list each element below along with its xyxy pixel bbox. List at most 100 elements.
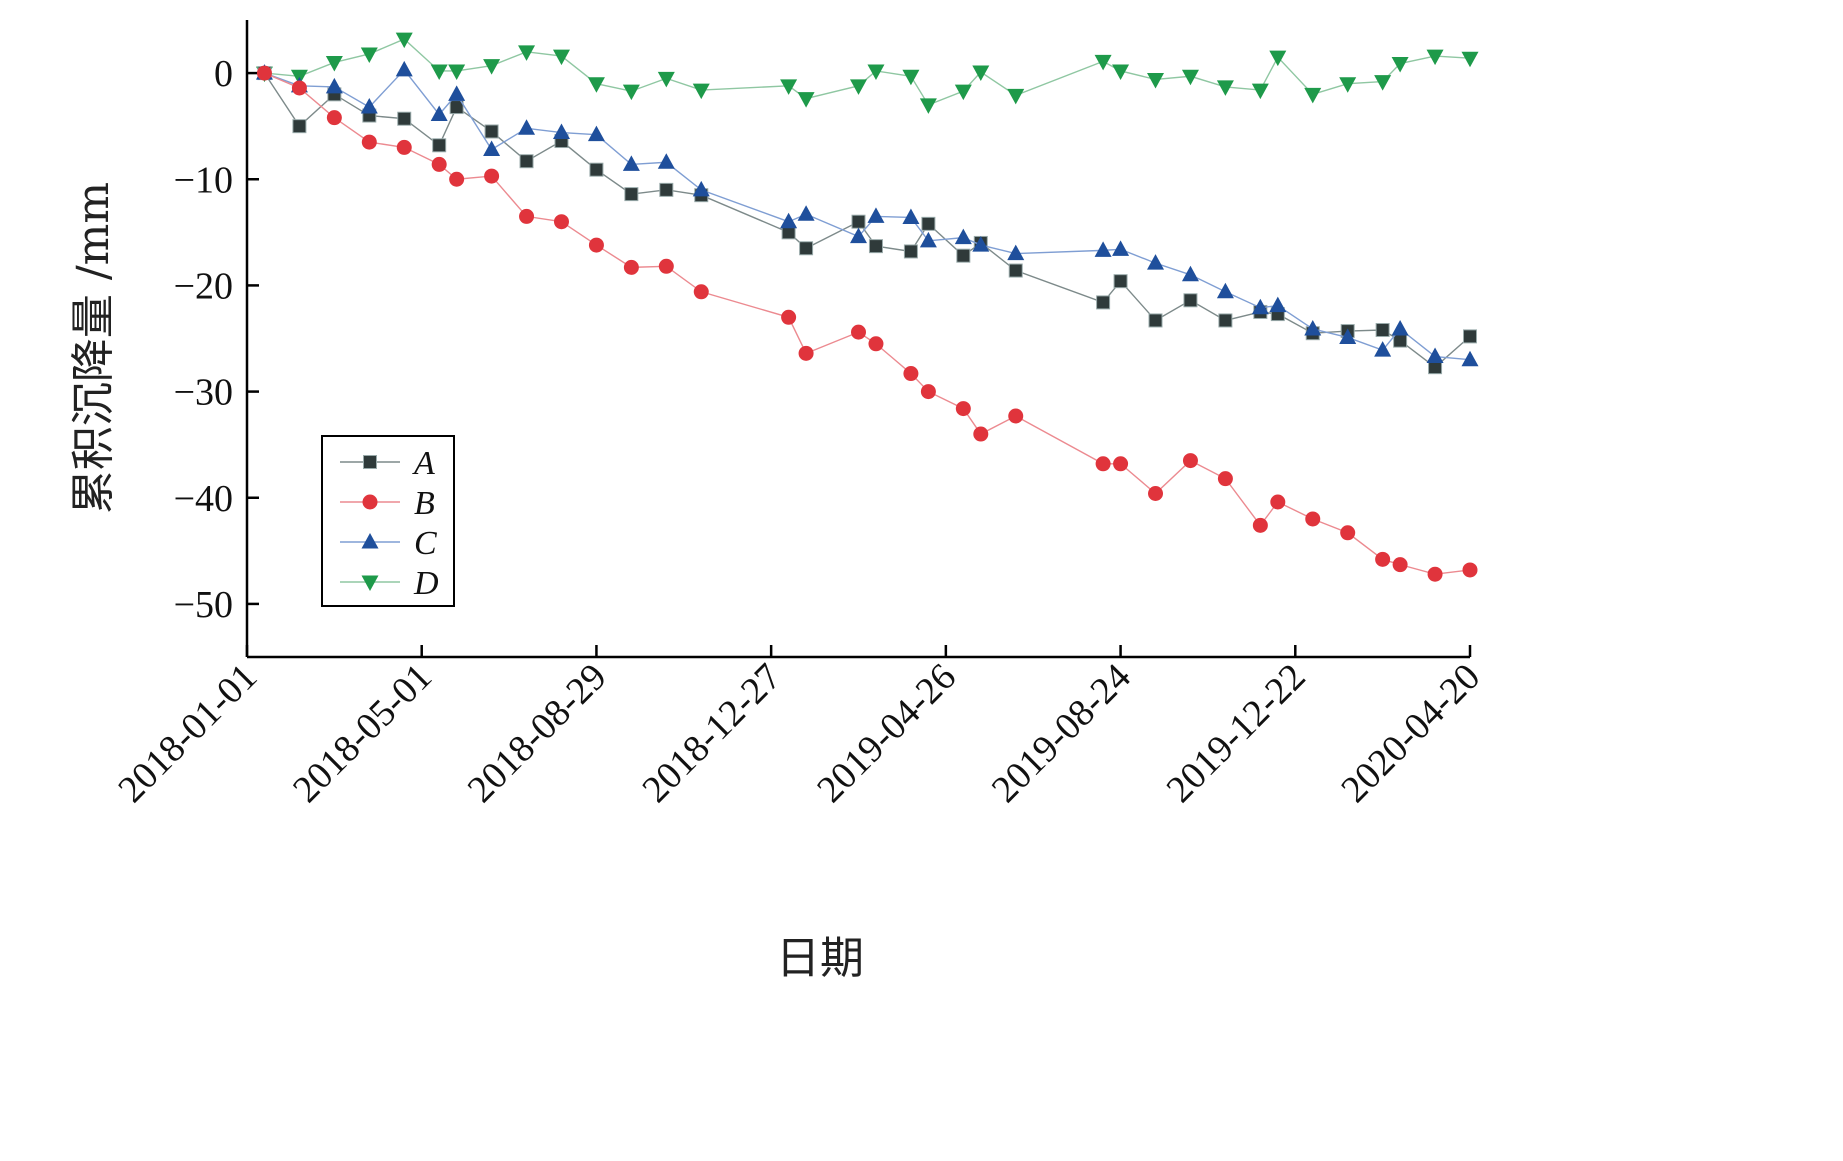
series-D-point	[622, 84, 640, 101]
series-C-point	[483, 140, 501, 157]
series-A-point	[799, 241, 814, 256]
series-B-point	[1095, 456, 1111, 472]
legend-label-D: D	[413, 565, 439, 602]
y-tick-label: −50	[174, 584, 233, 626]
series-C-point	[360, 98, 378, 114]
series-B-point	[658, 258, 674, 274]
x-tick-label: 2019-04-26	[809, 656, 964, 811]
series-C-point	[972, 236, 990, 252]
series-D-point	[1216, 80, 1234, 96]
series-A-point	[292, 119, 307, 134]
series-C-point	[1339, 328, 1357, 344]
chart: 0 −10 −20 −30 −40 −50 2018-01-01 2018-05-01 2018…	[68, 20, 1488, 984]
series-C-point	[518, 119, 536, 135]
series-C	[255, 60, 1479, 367]
series-D-point	[360, 47, 378, 63]
series-D	[255, 32, 1479, 114]
series-A-point	[1096, 295, 1111, 310]
legend-label-C: C	[414, 525, 437, 562]
series-A-point	[484, 124, 499, 139]
series-B-point	[851, 324, 866, 340]
x-tick-label: 2019-08-24	[984, 656, 1139, 811]
series-B-point	[1305, 511, 1321, 527]
series-B-point	[519, 208, 535, 224]
series-A-point	[1393, 333, 1408, 348]
series-D-point	[1094, 54, 1112, 71]
series-C-point	[1391, 319, 1409, 336]
series-D-point	[1426, 49, 1444, 66]
series-D-point	[552, 49, 570, 66]
series-D-point	[954, 84, 972, 101]
series-B-point	[1008, 408, 1024, 424]
series-B-point	[396, 139, 412, 155]
series-C-point	[448, 85, 466, 101]
legend-marker-A	[363, 455, 377, 469]
series-B-point	[903, 366, 919, 382]
series-layer	[255, 32, 1479, 582]
x-tick-label: 2018-12-27	[634, 656, 789, 811]
series-A-point	[624, 187, 639, 202]
series-C-point	[622, 155, 640, 171]
series-B-point	[973, 426, 989, 442]
series-B-point	[1252, 517, 1268, 533]
series-C-point	[1461, 350, 1479, 367]
series-C-point	[797, 205, 815, 221]
series-D-point	[448, 64, 466, 80]
series-A-point	[1008, 263, 1023, 278]
series-A-point	[903, 244, 918, 259]
series-D-point	[850, 79, 867, 95]
series-D-point	[972, 65, 990, 82]
series-A-point	[519, 154, 534, 169]
series-D-point	[1181, 69, 1199, 86]
series-B-point	[256, 65, 272, 81]
series-C-line	[264, 68, 1471, 361]
series-D-point	[1147, 72, 1165, 89]
series-B-point	[781, 309, 797, 325]
series-C-point	[1374, 341, 1392, 357]
series-C-point	[1251, 298, 1269, 315]
series-C-point	[692, 180, 710, 197]
series-D-point	[430, 64, 448, 80]
legend-label-A: A	[412, 445, 435, 482]
series-B-point	[553, 214, 569, 230]
series-D-point	[1339, 77, 1357, 93]
series-B-point	[449, 171, 465, 187]
series-B-point	[1340, 525, 1356, 541]
series-D-point	[1251, 83, 1269, 100]
legend-label-B: B	[414, 485, 435, 522]
series-B-point	[1217, 471, 1233, 487]
y-tick-label: −30	[174, 372, 233, 414]
x-tick-label: 2018-05-01	[285, 656, 440, 811]
series-A-point	[1218, 313, 1233, 328]
series-C-point	[902, 208, 920, 224]
series-A-point	[1463, 329, 1477, 344]
y-tick-label: −10	[174, 159, 233, 201]
series-D-point	[1304, 87, 1322, 104]
series-B-point	[1462, 562, 1478, 578]
series-C-point	[1216, 282, 1234, 299]
series-A-point	[956, 248, 971, 263]
series-B-point	[484, 168, 500, 184]
series-A-point	[1375, 323, 1390, 338]
series-D-point	[518, 45, 536, 61]
series-C-point	[850, 227, 867, 244]
series-C-point	[1269, 296, 1287, 313]
series-D-point	[1374, 75, 1392, 91]
series-D-point	[1112, 64, 1130, 80]
series-B-point	[1270, 494, 1286, 510]
x-axis-title: 日期	[776, 933, 864, 984]
series-B-point	[1427, 566, 1443, 582]
y-tick-label: −40	[174, 478, 233, 520]
series-C-point	[1094, 241, 1112, 257]
y-axis-title: 累积沉降量 /mm	[68, 182, 119, 514]
series-C-point	[954, 228, 972, 245]
series-D-point	[483, 59, 501, 75]
series-C-point	[395, 60, 413, 77]
series-B-point	[431, 156, 447, 172]
series-B-point	[623, 259, 639, 275]
series-C-point	[1426, 347, 1444, 364]
series-A-point	[921, 216, 936, 231]
series-A-point	[868, 239, 883, 254]
